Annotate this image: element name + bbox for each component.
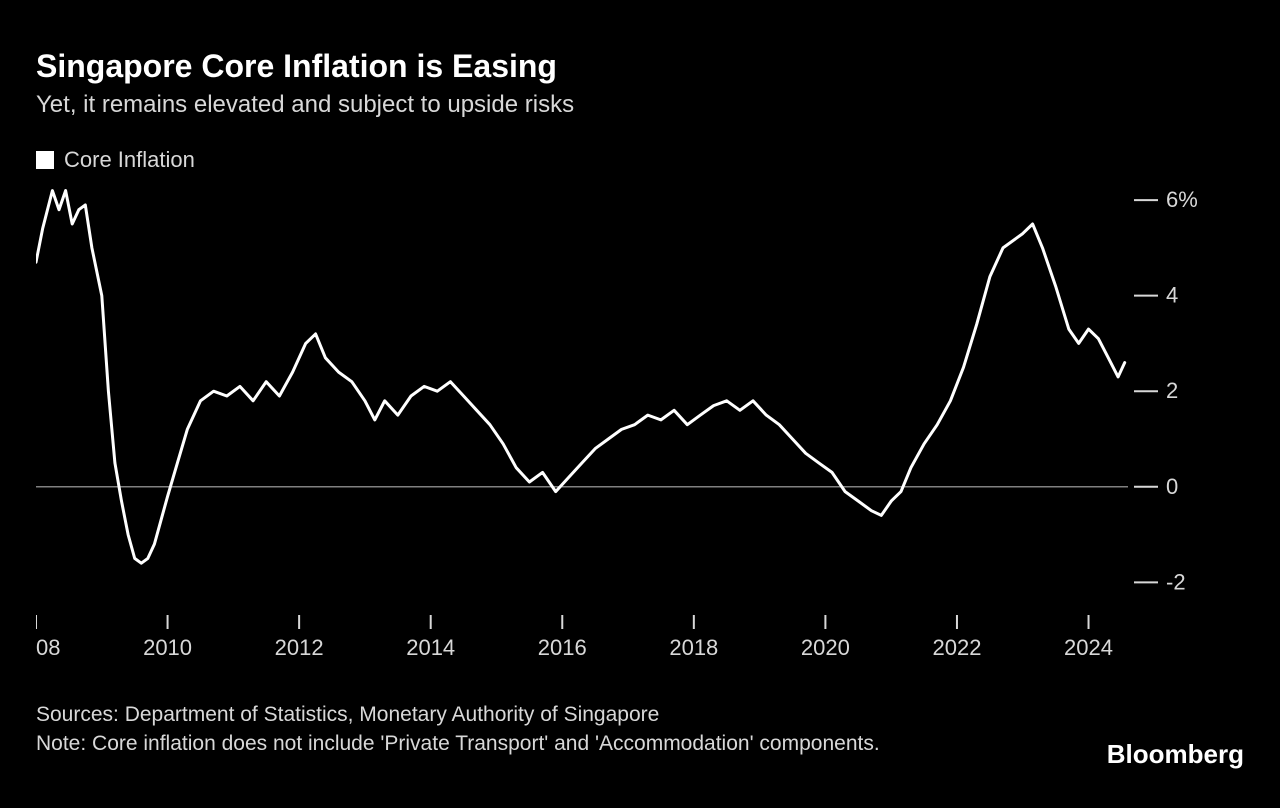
chart-title: Singapore Core Inflation is Easing — [36, 48, 1244, 85]
svg-text:2014: 2014 — [406, 635, 455, 660]
svg-text:2012: 2012 — [275, 635, 324, 660]
note-text: Note: Core inflation does not include 'P… — [36, 730, 1080, 758]
sources-text: Sources: Department of Statistics, Monet… — [36, 701, 1080, 729]
svg-text:2010: 2010 — [143, 635, 192, 660]
legend-marker-icon — [36, 151, 54, 169]
brand-logo: Bloomberg — [1107, 739, 1244, 770]
chart-container: Singapore Core Inflation is Easing Yet, … — [0, 0, 1280, 808]
svg-text:2016: 2016 — [538, 635, 587, 660]
svg-text:2008: 2008 — [36, 635, 60, 660]
line-chart-svg: -2 0 2 4 6% 2008 2010 2012 2014 2016 2018 2020 2022 2… — [36, 181, 1244, 667]
svg-text:4: 4 — [1166, 283, 1178, 308]
chart-plot-area: -20246%200820102012201420162018202020222… — [36, 181, 1244, 611]
legend-label: Core Inflation — [64, 147, 195, 173]
svg-text:2022: 2022 — [932, 635, 981, 660]
svg-text:2020: 2020 — [801, 635, 850, 660]
chart-legend: Core Inflation — [36, 147, 1244, 173]
svg-text:6%: 6% — [1166, 187, 1198, 212]
chart-subtitle: Yet, it remains elevated and subject to … — [36, 91, 1244, 119]
svg-text:2024: 2024 — [1064, 635, 1113, 660]
chart-footer: Sources: Department of Statistics, Monet… — [36, 701, 1080, 758]
svg-text:2: 2 — [1166, 378, 1178, 403]
svg-text:0: 0 — [1166, 474, 1178, 499]
svg-text:-2: -2 — [1166, 569, 1186, 594]
svg-text:2018: 2018 — [669, 635, 718, 660]
